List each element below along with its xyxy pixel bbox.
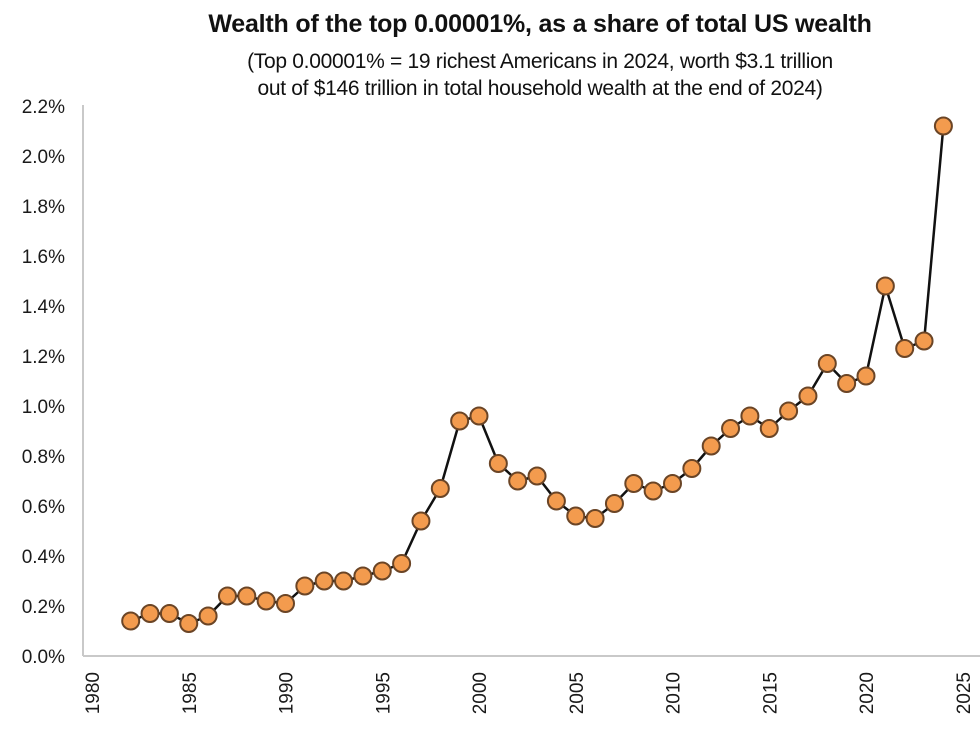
data-point-2017 xyxy=(798,386,818,406)
chart-subtitle-line-1: (Top 0.00001% = 19 richest Americans in … xyxy=(247,50,833,73)
x-tick-label: 2000 xyxy=(470,672,491,714)
data-point-1983 xyxy=(140,604,160,623)
x-tick-label: 1985 xyxy=(180,672,201,714)
data-point-2013 xyxy=(721,419,741,438)
data-point-1993 xyxy=(334,571,354,591)
y-tick-label: 1.2% xyxy=(22,347,65,368)
data-point-2010 xyxy=(663,474,682,493)
data-point-1986 xyxy=(198,606,218,626)
data-point-2007 xyxy=(604,494,624,513)
y-tick-label: 0.2% xyxy=(22,597,65,618)
data-point-2001 xyxy=(488,454,508,473)
data-point-1982 xyxy=(121,611,141,631)
data-point-2012 xyxy=(701,436,721,456)
data-point-1997 xyxy=(411,511,431,531)
x-tick-label: 2015 xyxy=(760,672,781,714)
data-point-1991 xyxy=(295,576,315,596)
y-axis-tick-labels: 0.0% 0.2% 0.4% 0.6% 0.8% 1.0% 1.2% 1.4% 1.6% 1.8%… xyxy=(22,97,65,668)
data-point-2023 xyxy=(914,331,934,351)
data-point-2024 xyxy=(933,116,953,136)
data-point-markers xyxy=(121,116,953,633)
data-point-1989 xyxy=(256,591,276,611)
data-point-2020 xyxy=(856,366,876,386)
data-point-1999 xyxy=(450,411,470,431)
x-tick-label: 2010 xyxy=(664,672,685,714)
y-tick-label: 2.2% xyxy=(22,97,65,118)
data-point-1985 xyxy=(179,614,199,633)
chart-title: Wealth of the top 0.00001%, as a share o… xyxy=(208,10,872,38)
x-tick-label: 2005 xyxy=(567,672,588,714)
y-tick-label: 1.0% xyxy=(22,397,65,418)
data-point-2011 xyxy=(682,459,702,478)
data-point-2018 xyxy=(817,354,837,373)
x-tick-label: 1980 xyxy=(83,672,104,714)
x-tick-label: 1995 xyxy=(373,672,394,714)
data-point-1987 xyxy=(217,586,237,606)
data-point-1995 xyxy=(372,561,392,581)
y-tick-label: 1.6% xyxy=(22,247,65,268)
data-point-1988 xyxy=(237,586,257,606)
data-point-2000 xyxy=(469,406,489,426)
data-point-2016 xyxy=(779,401,799,421)
data-point-2004 xyxy=(546,491,566,511)
data-point-1996 xyxy=(392,554,412,573)
data-point-1984 xyxy=(159,604,179,623)
y-tick-label: 0.0% xyxy=(22,647,65,668)
data-point-2008 xyxy=(624,474,644,493)
data-point-2002 xyxy=(508,471,528,491)
series-line xyxy=(130,125,945,625)
y-tick-label: 0.8% xyxy=(22,447,65,468)
y-tick-label: 2.0% xyxy=(22,147,65,168)
data-point-1990 xyxy=(276,594,295,613)
chart-subtitle-line-2: out of $146 trillion in total household … xyxy=(257,77,823,100)
y-tick-label: 1.4% xyxy=(22,297,65,318)
x-tick-label: 1990 xyxy=(277,672,298,714)
x-tick-label: 2025 xyxy=(954,672,975,714)
data-point-1994 xyxy=(353,566,373,586)
y-tick-label: 0.6% xyxy=(22,497,65,518)
data-point-1992 xyxy=(314,571,334,591)
data-point-2014 xyxy=(740,406,760,426)
data-point-2019 xyxy=(837,374,857,393)
data-point-2021 xyxy=(875,276,895,296)
data-point-1998 xyxy=(430,479,450,498)
data-point-2005 xyxy=(566,506,586,526)
data-point-2022 xyxy=(895,339,915,358)
y-tick-label: 0.4% xyxy=(22,547,65,568)
data-point-2015 xyxy=(759,419,779,438)
x-axis-tick-labels: 1980 1985 1990 1995 2000 2005 2010 2015 2020 2025 xyxy=(83,672,975,714)
data-point-2003 xyxy=(527,466,547,486)
y-tick-label: 1.8% xyxy=(22,197,65,218)
data-point-2006 xyxy=(585,509,605,528)
data-point-2009 xyxy=(643,481,663,501)
x-tick-label: 2020 xyxy=(857,672,878,714)
